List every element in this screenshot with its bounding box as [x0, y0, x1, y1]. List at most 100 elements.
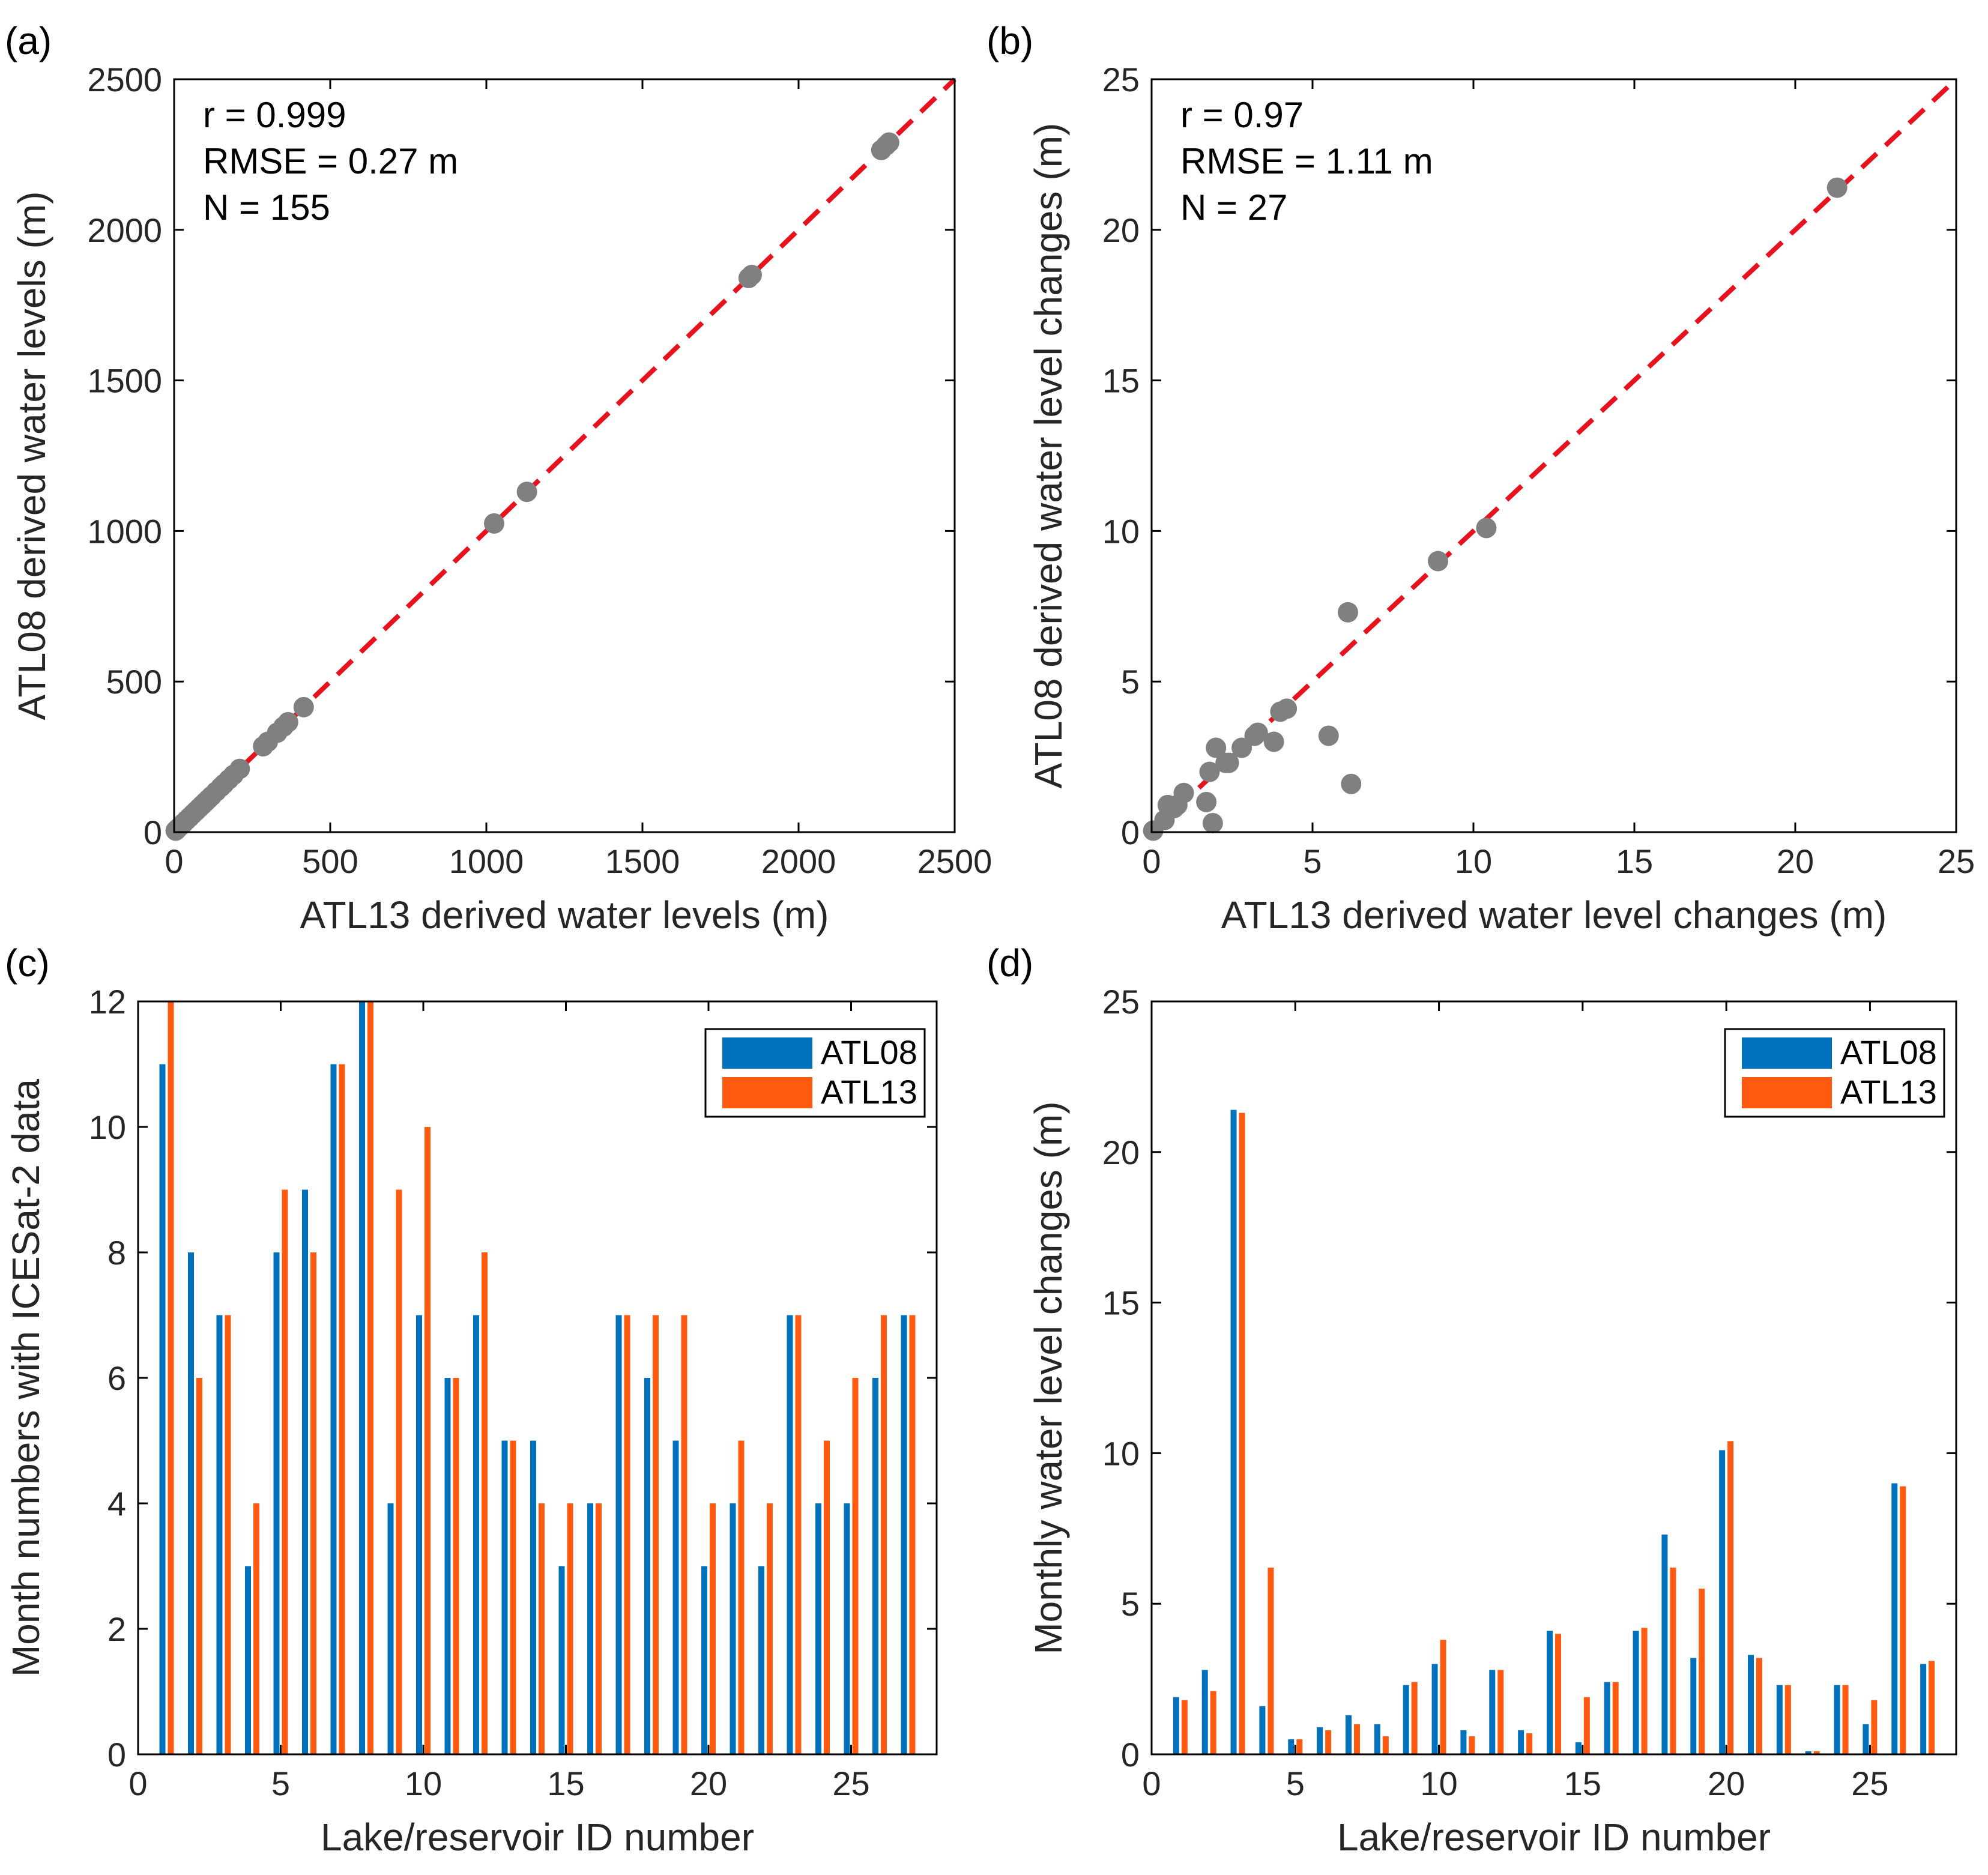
bar-atl13	[1497, 1670, 1504, 1754]
bar-atl13	[1670, 1568, 1676, 1754]
x-axis-label: ATL13 derived water levels (m)	[300, 893, 829, 937]
bar-atl08	[1460, 1730, 1467, 1754]
bar-atl08	[359, 1001, 365, 1754]
bar-atl13	[424, 1127, 431, 1754]
bar-atl08	[815, 1503, 821, 1754]
bar-atl08	[530, 1440, 536, 1754]
bar-atl08	[1374, 1724, 1380, 1754]
legend-label: ATL08	[821, 1033, 917, 1071]
panel-d: (d) 0 5 10 15 20 25 0 5 10 15 20 25 Lake/reservoir ID…	[986, 941, 1957, 1859]
scatter-point	[1173, 782, 1194, 803]
bar-atl08	[302, 1189, 308, 1754]
x-tick-label: 25	[1938, 842, 1975, 880]
bar-atl13	[339, 1064, 345, 1754]
bar-atl08	[558, 1566, 565, 1754]
bar-atl08	[644, 1378, 650, 1754]
y-tick-label: 0	[107, 1736, 126, 1774]
y-tick-label: 10	[1102, 1434, 1140, 1472]
bar-atl13	[795, 1315, 802, 1754]
scatter-point	[1476, 518, 1497, 539]
y-axis-label: ATL08 derived water levels (m)	[10, 192, 53, 720]
bar-atl13	[1929, 1661, 1935, 1754]
legend-swatch-atl08	[1742, 1037, 1832, 1069]
y-tick-label: 0	[144, 814, 162, 851]
plot-area	[173, 78, 956, 833]
bar-atl08	[444, 1378, 451, 1754]
panel-label: (a)	[5, 19, 52, 62]
bar-atl13	[596, 1503, 602, 1754]
scatter-point	[1247, 722, 1268, 743]
bar-atl13	[1469, 1736, 1475, 1754]
bar-atl13	[253, 1503, 259, 1754]
scatter-point	[1218, 752, 1239, 773]
bar-atl08	[1748, 1655, 1754, 1754]
x-tick-label: 0	[1142, 842, 1161, 880]
x-tick-label: 10	[405, 1765, 442, 1802]
y-axis-label: ATL08 derived water level changes (m)	[1027, 123, 1070, 789]
bar-atl13	[1354, 1724, 1360, 1754]
bar-atl08	[1288, 1739, 1295, 1754]
bar-atl08	[1201, 1670, 1208, 1754]
bar-atl13	[881, 1315, 887, 1754]
x-tick-label: 5	[1303, 842, 1322, 880]
x-tick-label: 20	[1708, 1765, 1745, 1802]
y-tick-label: 20	[1102, 1134, 1140, 1171]
scatter-point	[1263, 731, 1284, 752]
panel-label: (c)	[5, 941, 50, 985]
bar-atl13	[1325, 1730, 1332, 1754]
bar-atl08	[1776, 1685, 1783, 1754]
one-to-one-line	[1150, 77, 1958, 834]
legend-label: ATL08	[1840, 1033, 1937, 1071]
x-tick-label: 15	[547, 1765, 584, 1802]
y-tick-label: 1000	[87, 512, 162, 550]
y-tick-label: 2500	[87, 61, 162, 98]
bar-atl08	[1633, 1631, 1639, 1754]
x-tick-label: 0	[128, 1765, 147, 1802]
bar-atl08	[473, 1315, 479, 1754]
bar-atl13	[1813, 1751, 1820, 1754]
x-tick-label: 25	[832, 1765, 869, 1802]
y-tick-label: 5	[1121, 1585, 1140, 1623]
bar-atl08	[330, 1064, 337, 1754]
bar-atl08	[730, 1503, 736, 1754]
bar-atl08	[416, 1315, 422, 1754]
bar-atl13	[310, 1252, 316, 1754]
bar-atl08	[1489, 1670, 1496, 1754]
bar-atl08	[844, 1503, 850, 1754]
y-tick-label: 10	[1102, 512, 1140, 550]
panel-label: (b)	[986, 19, 1033, 62]
bar-atl08	[245, 1566, 251, 1754]
y-tick-label: 8	[107, 1234, 126, 1272]
bar-atl08	[1805, 1751, 1811, 1754]
y-tick-label: 15	[1102, 362, 1140, 400]
bar-atl08	[387, 1503, 394, 1754]
plot-area	[1150, 78, 1957, 833]
bar-atl08	[1518, 1730, 1524, 1754]
bar-atl13	[1411, 1682, 1418, 1754]
stat-text: N = 27	[1180, 187, 1287, 228]
y-tick-label: 4	[107, 1485, 126, 1523]
x-tick-label: 5	[1286, 1765, 1305, 1802]
scatter-point	[277, 711, 298, 732]
scatter-point	[1341, 773, 1362, 794]
y-tick-label: 1500	[87, 362, 162, 400]
stat-text: r = 0.97	[1180, 95, 1304, 135]
x-tick-label: 0	[165, 842, 183, 880]
y-tick-label: 25	[1102, 61, 1140, 98]
panel-b: (b) 0 5 10 15 20 25 0 5 10 15 20 25 ATL13 derived wat…	[986, 19, 1975, 937]
x-tick-label: 10	[1420, 1765, 1457, 1802]
x-tick-label: 5	[271, 1765, 290, 1802]
bar-atl08	[1317, 1727, 1323, 1754]
scatter-point	[1276, 698, 1298, 719]
bar-atl13	[710, 1503, 716, 1754]
bar-atl13	[1210, 1691, 1216, 1754]
stat-text: N = 155	[203, 187, 330, 228]
bar-atl08	[188, 1252, 194, 1754]
bar-atl08	[1547, 1631, 1553, 1754]
bar-atl08	[1575, 1742, 1582, 1754]
scatter-point	[229, 758, 250, 779]
bar-atl08	[159, 1064, 166, 1754]
bar-atl13	[1296, 1739, 1303, 1754]
bar-atl13	[482, 1252, 488, 1754]
bar-atl13	[852, 1378, 859, 1754]
